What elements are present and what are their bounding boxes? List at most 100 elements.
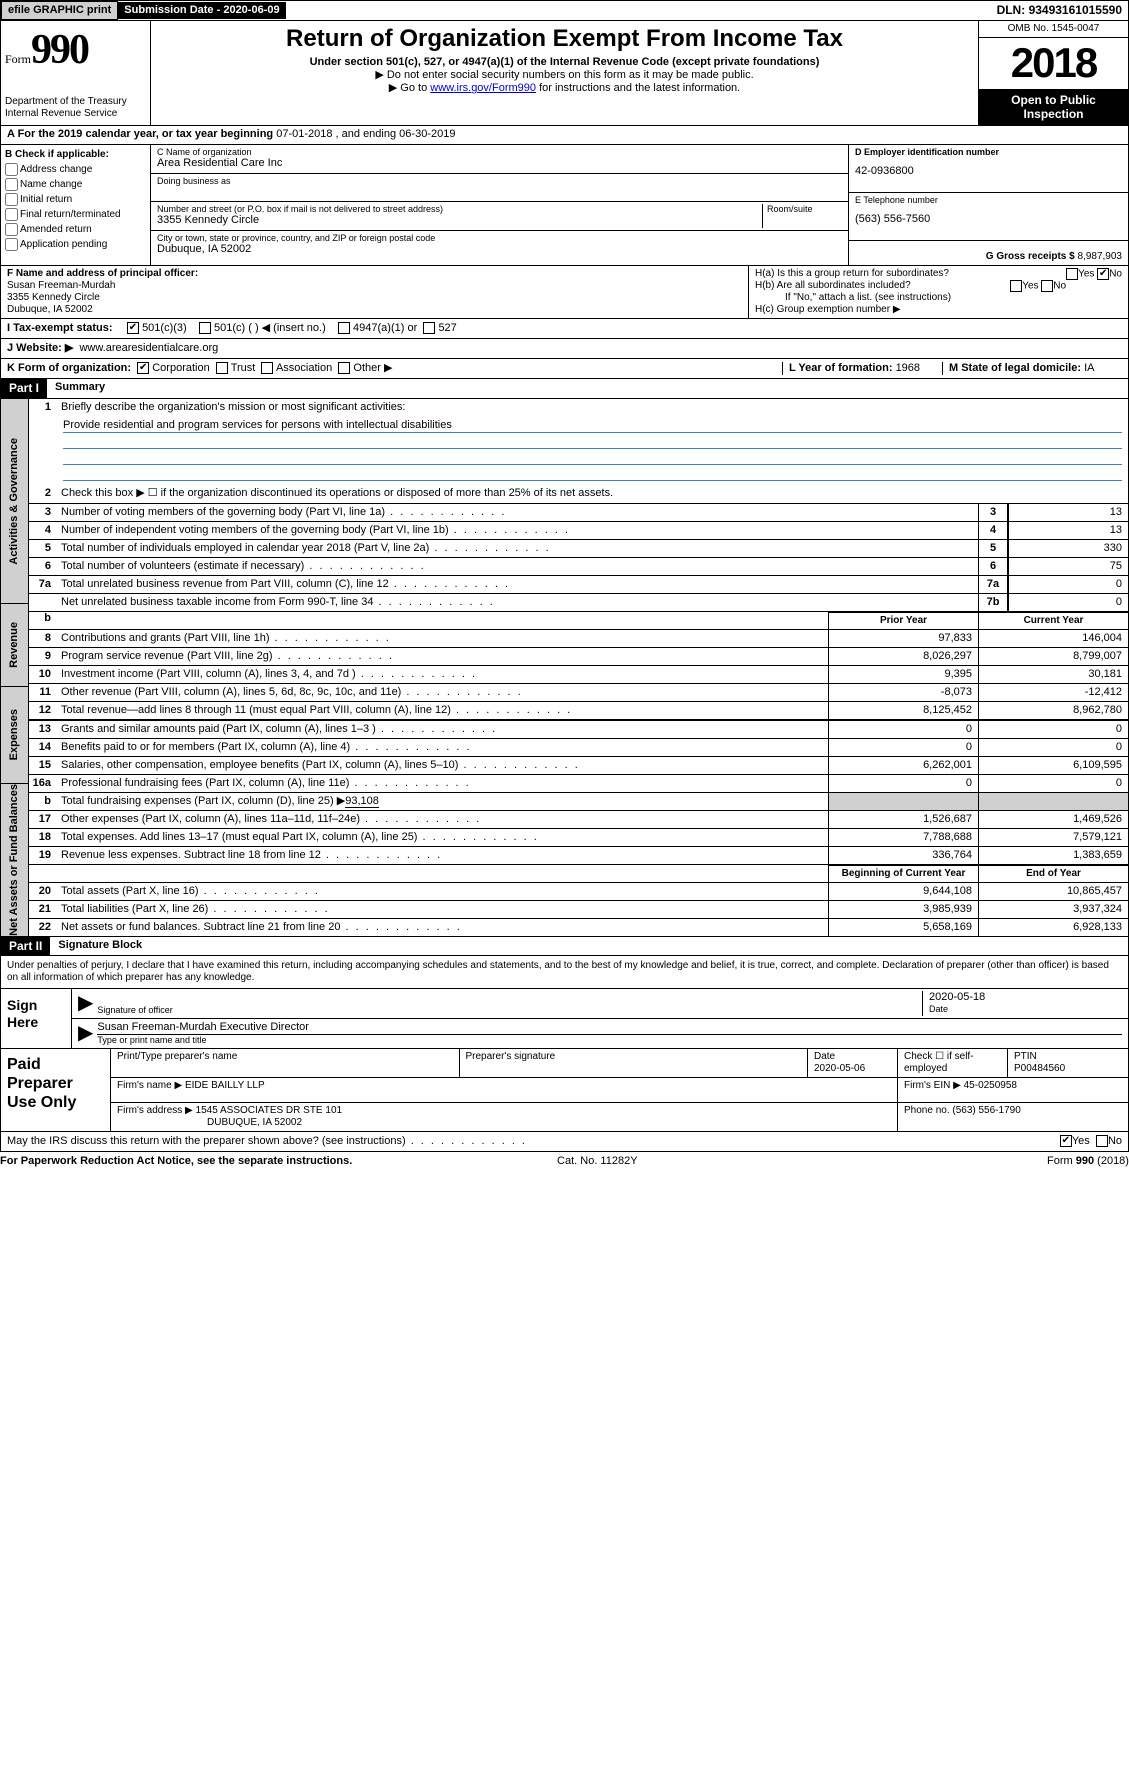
check-other[interactable] (338, 362, 350, 374)
ha-yes[interactable] (1066, 268, 1078, 280)
type-name-label: Type or print name and title (97, 1035, 1122, 1046)
check-app-pending[interactable] (5, 238, 18, 251)
label-address-change: Address change (20, 164, 92, 175)
domicile-label: M State of legal domicile: (949, 362, 1084, 374)
section-cd: C Name of organization Area Residential … (151, 145, 1128, 265)
row-a-tax-year: A For the 2019 calendar year, or tax yea… (0, 126, 1129, 144)
efile-button[interactable]: efile GRAPHIC print (1, 1, 118, 20)
check-address-change[interactable] (5, 163, 18, 176)
hc-label: H(c) Group exemption number ▶ (755, 304, 1122, 316)
line-text: Investment income (Part VIII, column (A)… (57, 667, 828, 682)
opt-501c3: 501(c)(3) (142, 322, 187, 334)
submission-value: 2020-06-09 (223, 4, 279, 16)
line-text: Total revenue—add lines 8 through 11 (mu… (57, 703, 828, 718)
section-f: F Name and address of principal officer:… (1, 266, 748, 318)
prior-val: 3,985,939 (828, 901, 978, 918)
sig-officer-label: Signature of officer (97, 1005, 922, 1016)
open-inspection: Open to Public Inspection (979, 89, 1128, 126)
preparer-label: Paid Preparer Use Only (1, 1049, 111, 1131)
header-left: Form990 Department of the Treasury Inter… (1, 21, 151, 125)
section-b-label: B Check if applicable: (5, 149, 109, 160)
discuss-no[interactable] (1096, 1135, 1108, 1147)
part2-header-row: Part II Signature Block (0, 937, 1129, 956)
line-val: 13 (1008, 504, 1128, 521)
revenue-head: b Prior Year Current Year (29, 611, 1128, 629)
city-label: City or town, state or province, country… (157, 233, 842, 244)
prior-val: 336,764 (828, 847, 978, 864)
form-prefix: Form (5, 52, 31, 66)
section-h: H(a) Is this a group return for subordin… (748, 266, 1128, 318)
label-amended: Amended return (20, 224, 92, 235)
form-title: Return of Organization Exempt From Incom… (159, 25, 970, 54)
row-j: J Website: ▶ www.arearesidentialcare.org (0, 339, 1129, 359)
tax-year: 2018 (979, 38, 1128, 88)
officer-name: Susan Freeman-Murdah (7, 280, 115, 291)
street-value: 3355 Kennedy Circle (157, 214, 762, 227)
year-formation-label: L Year of formation: (789, 362, 896, 374)
firm-ein-label: Firm's EIN ▶ (904, 1080, 964, 1091)
line-box: 5 (978, 540, 1008, 557)
current-val: 0 (978, 775, 1128, 792)
prior-val: 9,395 (828, 666, 978, 683)
check-assoc[interactable] (261, 362, 273, 374)
line-text: Net unrelated business taxable income fr… (57, 595, 978, 610)
check-501c[interactable] (199, 322, 211, 334)
prior-val: 97,833 (828, 630, 978, 647)
ein-label: D Employer identification number (855, 147, 999, 157)
label-final-return: Final return/terminated (20, 209, 121, 220)
irs-link[interactable]: www.irs.gov/Form990 (430, 82, 536, 94)
prior-val: 1,526,687 (828, 811, 978, 828)
sig-date-label: Date (929, 1004, 1122, 1015)
check-corp[interactable] (137, 362, 149, 374)
opt-other: Other ▶ (353, 362, 392, 374)
col-end: End of Year (978, 865, 1128, 882)
phone-value: (563) 556-7560 (855, 213, 1122, 226)
paperwork-notice: For Paperwork Reduction Act Notice, see … (0, 1155, 352, 1168)
check-4947[interactable] (338, 322, 350, 334)
submission-label: Submission Date - (124, 4, 223, 16)
netassets-head: Beginning of Current Year End of Year (29, 864, 1128, 882)
check-527[interactable] (423, 322, 435, 334)
hb-no[interactable] (1041, 280, 1053, 292)
cat-no: Cat. No. 11282Y (557, 1155, 638, 1168)
check-final-return[interactable] (5, 208, 18, 221)
label-app-pending: Application pending (20, 239, 107, 250)
opt-trust: Trust (231, 362, 256, 374)
firm-ein: 45-0250958 (964, 1080, 1017, 1091)
city-value: Dubuque, IA 52002 (157, 243, 842, 256)
line-16b-current (978, 793, 1128, 810)
check-name-change[interactable] (5, 178, 18, 191)
discuss-no-label: No (1108, 1135, 1122, 1147)
omb-number: OMB No. 1545-0047 (979, 21, 1128, 38)
check-initial-return[interactable] (5, 193, 18, 206)
line-box: 4 (978, 522, 1008, 539)
line1-label: Briefly describe the organization's miss… (57, 400, 1128, 415)
check-amended[interactable] (5, 223, 18, 236)
line2-text: Check this box ▶ ☐ if the organization d… (57, 486, 1128, 501)
form-number: 990 (31, 27, 88, 73)
line-text: Other revenue (Part VIII, column (A), li… (57, 685, 828, 700)
opt-assoc: Association (276, 362, 332, 374)
line-16b-value: 93,108 (345, 795, 379, 808)
line-text: Benefits paid to or for members (Part IX… (57, 740, 828, 755)
prior-val: -8,073 (828, 684, 978, 701)
discuss-yes[interactable] (1060, 1135, 1072, 1147)
room-label: Room/suite (767, 204, 842, 215)
ha-no[interactable] (1097, 268, 1109, 280)
prior-val: 6,262,001 (828, 757, 978, 774)
line-val: 0 (1008, 576, 1128, 593)
hb-yes[interactable] (1010, 280, 1022, 292)
line-text: Salaries, other compensation, employee b… (57, 758, 828, 773)
signature-block: Under penalties of perjury, I declare th… (0, 956, 1129, 1049)
org-name: Area Residential Care Inc (157, 157, 842, 170)
prior-val: 7,788,688 (828, 829, 978, 846)
preparer-block: Paid Preparer Use Only Print/Type prepar… (0, 1049, 1129, 1132)
perjury-text: Under penalties of perjury, I declare th… (1, 956, 1128, 988)
line-box: 6 (978, 558, 1008, 575)
check-501c3[interactable] (127, 322, 139, 334)
check-trust[interactable] (216, 362, 228, 374)
line-val: 330 (1008, 540, 1128, 557)
form-org-label: K Form of organization: (7, 362, 131, 374)
ein-value: 42-0936800 (855, 165, 1122, 178)
officer-label: F Name and address of principal officer: (7, 268, 198, 279)
